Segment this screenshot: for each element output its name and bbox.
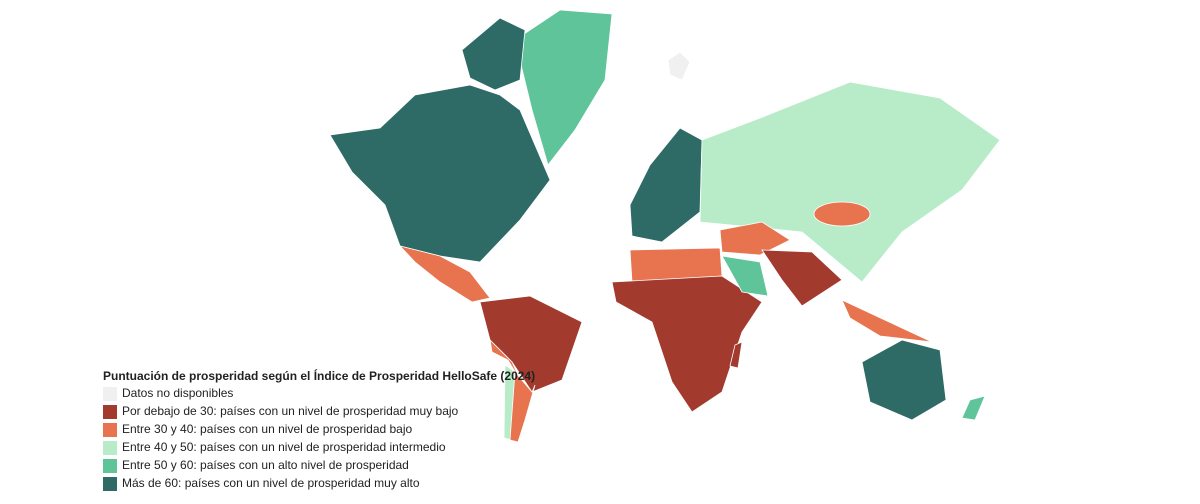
world-map (329, 9, 1001, 443)
region (719, 221, 791, 256)
region (667, 51, 691, 81)
legend-swatch (103, 477, 117, 491)
legend-label: Más de 60: países con un nivel de prospe… (122, 476, 420, 490)
legend-label: Por debajo de 30: países con un nivel de… (122, 404, 459, 418)
legend-title: Puntuación de prosperidad según el Índic… (103, 368, 535, 383)
region (813, 201, 871, 227)
region (861, 339, 947, 421)
legend-swatch (103, 405, 117, 419)
region (509, 370, 536, 443)
legend-swatch (103, 387, 117, 401)
legend: Puntuación de prosperidad según el Índic… (103, 368, 535, 491)
legend-label: Entre 50 y 60: países con un alto nivel … (122, 458, 409, 472)
region (721, 255, 769, 297)
region (761, 249, 843, 307)
legend-label: Datos no disponibles (122, 386, 233, 400)
legend-swatch (103, 459, 117, 473)
legend-swatch (103, 423, 117, 437)
region (729, 341, 743, 369)
legend-label: Entre 40 y 50: países con un nivel de pr… (122, 440, 446, 454)
region (841, 299, 933, 343)
region (398, 245, 491, 303)
region (329, 84, 551, 263)
region (489, 338, 521, 381)
region (514, 9, 613, 166)
region (629, 127, 703, 243)
region (961, 395, 986, 421)
legend-swatch (103, 441, 117, 455)
legend-label: Entre 30 y 40: países con un nivel de pr… (122, 422, 413, 436)
region (461, 17, 526, 91)
